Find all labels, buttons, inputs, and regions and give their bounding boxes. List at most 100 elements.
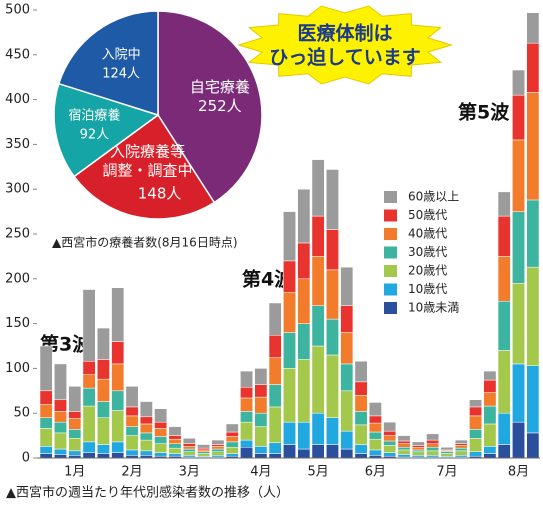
pie-value-label: 252人 <box>198 97 242 115</box>
bar-segment <box>197 453 211 457</box>
bar-segment <box>254 412 268 427</box>
bar-segment <box>211 446 225 450</box>
bar-segment <box>512 211 525 284</box>
legend-swatch <box>384 302 397 314</box>
bar-segment <box>97 444 110 454</box>
bar-segment <box>97 327 110 360</box>
bar-segment <box>54 432 67 450</box>
bar-segment <box>512 94 525 141</box>
bar-segment <box>311 412 325 445</box>
bar-segment <box>311 345 325 414</box>
bar-segment <box>154 421 168 429</box>
bar-chart-caption: ▲西宮市の週当たり年代別感染者数の推移（人） <box>6 485 289 501</box>
bar-segment <box>311 256 325 306</box>
bar-segment <box>497 412 511 445</box>
bar-segment <box>311 159 325 217</box>
bar-segment <box>39 403 53 418</box>
pie-slice <box>57 10 159 117</box>
x-tick-label: 6月 <box>365 465 386 480</box>
bar-segment <box>311 305 325 347</box>
pie-value-label: 92人 <box>80 127 110 142</box>
bar-segment <box>268 442 282 454</box>
bar-segment <box>225 423 239 433</box>
bar-segment <box>483 392 497 407</box>
bar-segment <box>211 439 225 445</box>
legend-label: 10歳代 <box>408 282 447 296</box>
bar-segment <box>526 12 540 44</box>
legend-swatch <box>384 246 397 259</box>
bar-segment <box>526 365 540 434</box>
bar-segment <box>340 363 354 392</box>
bar-segment <box>397 435 411 442</box>
bar-segment <box>154 436 168 444</box>
callout-text: 医療体制は <box>297 22 392 45</box>
bar-segment <box>426 446 440 452</box>
bar-segment <box>497 300 511 351</box>
bar-segment <box>397 446 411 451</box>
bar-segment <box>454 439 468 444</box>
bar-segment <box>154 408 168 423</box>
bar-segment <box>139 416 153 425</box>
bar-segment <box>326 169 339 230</box>
bar-segment <box>54 454 67 459</box>
legend-label: 10歳未満 <box>408 301 459 315</box>
bar-segment <box>368 438 382 451</box>
bar-segment <box>368 449 382 456</box>
bar-segment <box>340 448 354 459</box>
bar-segment <box>297 421 311 450</box>
bar-segment <box>125 415 139 427</box>
pie-label: 入院療養等 <box>110 143 185 161</box>
bar-segment <box>68 429 82 439</box>
bar-segment <box>383 435 397 442</box>
bar-segment <box>225 453 239 457</box>
pie-label: 調整・調査中 <box>103 162 193 180</box>
bar-segment <box>182 455 196 458</box>
y-tick-label: 500 <box>5 3 30 18</box>
bar-segment <box>168 438 182 444</box>
bar-segment <box>297 188 311 244</box>
bar-segment <box>154 452 168 457</box>
bar-segment <box>82 405 96 443</box>
bar-segment <box>97 453 110 459</box>
bar-segment <box>340 305 354 333</box>
bar-segment <box>483 446 497 454</box>
bar-segment <box>268 384 282 408</box>
bar-segment <box>39 390 53 405</box>
bar-segment <box>469 406 482 417</box>
bar-segment <box>268 302 282 336</box>
bar-segment <box>211 451 225 456</box>
y-tick-label: 100 <box>5 361 30 376</box>
bar-segment <box>182 448 196 452</box>
bar-segment <box>283 421 296 445</box>
bar-segment <box>82 452 96 459</box>
bar-segment <box>454 455 468 458</box>
bar-segment <box>326 417 339 445</box>
bar-segment <box>354 453 368 459</box>
bar-segment <box>168 443 182 449</box>
legend-swatch <box>384 191 397 203</box>
bar-segment <box>197 449 211 452</box>
bar-segment <box>326 318 339 356</box>
bar-segment <box>469 438 482 452</box>
bar-segment <box>440 446 454 451</box>
wave-label: 第4波 <box>242 268 294 291</box>
bar-segment <box>254 396 268 414</box>
bar-segment <box>68 450 82 456</box>
y-tick-label: 0 <box>22 451 30 466</box>
bar-segment <box>368 422 382 433</box>
y-tick-label: 200 <box>5 271 30 286</box>
bar-segment <box>497 191 511 217</box>
bar-segment <box>182 438 196 444</box>
bar-segment <box>240 421 253 441</box>
bar-segment <box>54 421 67 434</box>
bar-segment <box>483 370 497 381</box>
x-tick-label: 7月 <box>436 465 457 480</box>
bar-segment <box>383 445 397 453</box>
bar-segment <box>340 332 354 365</box>
bar-segment <box>483 423 497 447</box>
bar-segment <box>97 401 110 418</box>
legend-label: 60歳以上 <box>408 190 459 204</box>
bar-segment <box>512 283 525 365</box>
x-tick-label: 2月 <box>121 465 142 480</box>
bar-segment <box>39 345 53 392</box>
